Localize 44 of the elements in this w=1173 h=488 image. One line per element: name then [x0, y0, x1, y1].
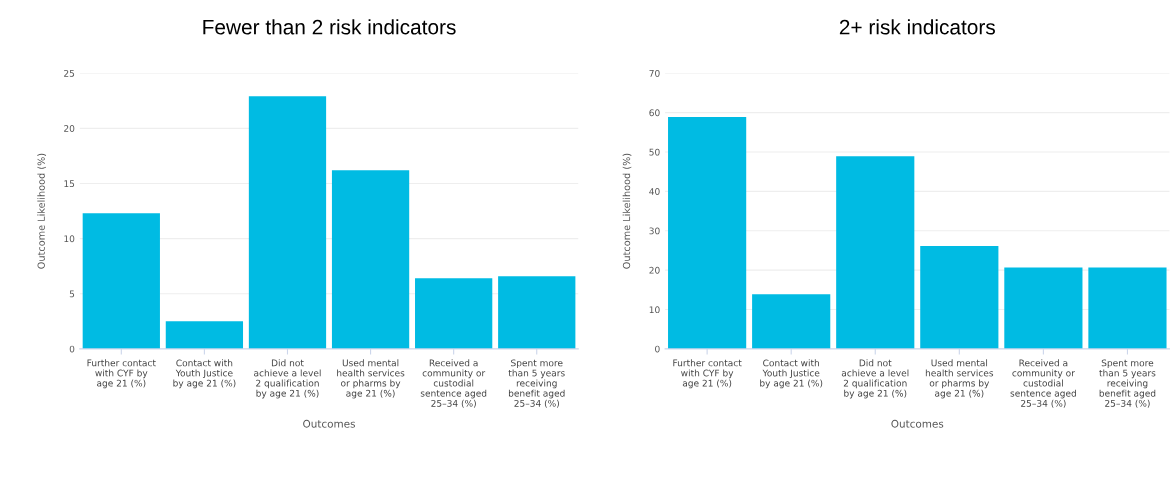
x-axis-title: Outcomes	[891, 419, 944, 428]
bar	[1004, 267, 1083, 349]
chart-title: Fewer than 2 risk indicators	[203, 19, 456, 35]
x-tick-label: Contact with Youth Justice by age 21 (%)	[173, 359, 236, 389]
y-tick-label: 5	[69, 290, 75, 298]
bar	[331, 170, 410, 349]
bar	[82, 213, 160, 349]
x-axis-title: Outcomes	[303, 419, 355, 428]
bar	[668, 116, 747, 349]
x-tick-label: Used mental health services or pharms by age 21 (%)	[337, 359, 405, 399]
y-axis-title: Outcome Likelihood (%)	[622, 153, 632, 269]
y-tick-label: 40	[649, 188, 660, 195]
x-tick-label: Further contact with CYF by age 21 (%)	[673, 359, 742, 389]
y-tick-label: 0	[655, 345, 660, 353]
x-tick-label: Spent more than 5 years receiving benefit aged 25–34 (%)	[1099, 359, 1156, 408]
y-tick-label: 20	[64, 125, 75, 132]
y-tick-label: 15	[64, 180, 75, 188]
x-tick-label: Did not achieve a level 2 qualification by age 21 (%)	[841, 359, 909, 399]
x-tick-label: Received a community or custodial sentence aged 25–34 (%)	[1010, 359, 1076, 408]
y-axis-title: Outcome Likelihood (%)	[37, 153, 47, 269]
bar	[165, 321, 244, 349]
y-tick-label: 10	[64, 235, 75, 243]
y-tick-label: 50	[649, 148, 660, 156]
x-tick-label: Used mental health services or pharms by age 21 (%)	[925, 359, 994, 399]
y-tick-label: 70	[649, 69, 660, 77]
x-tick-label: Spent more than 5 years receiving benefit aged 25–34 (%)	[508, 359, 565, 408]
bar	[498, 276, 576, 349]
y-tick-label: 0	[69, 345, 75, 353]
bar	[248, 96, 327, 349]
x-tick-label: Contact with Youth Justice by age 21 (%)	[760, 359, 823, 389]
y-tick-label: 60	[649, 109, 660, 117]
chart-title: 2+ risk indicators	[839, 19, 995, 35]
y-tick-label: 20	[649, 266, 660, 274]
y-tick-label: 30	[649, 227, 660, 235]
bar	[920, 246, 999, 349]
bar	[1088, 267, 1167, 349]
x-tick-label: Did not achieve a level 2 qualification by age 21 (%)	[254, 359, 321, 399]
bar	[752, 294, 831, 349]
y-tick-label: 25	[64, 69, 75, 77]
bar	[415, 278, 493, 349]
x-tick-label: Further contact with CYF by age 21 (%)	[87, 359, 156, 389]
x-tick-label: Received a community or custodial sentence aged 25–34 (%)	[420, 359, 487, 408]
bar	[836, 156, 915, 349]
y-tick-label: 10	[649, 306, 660, 314]
